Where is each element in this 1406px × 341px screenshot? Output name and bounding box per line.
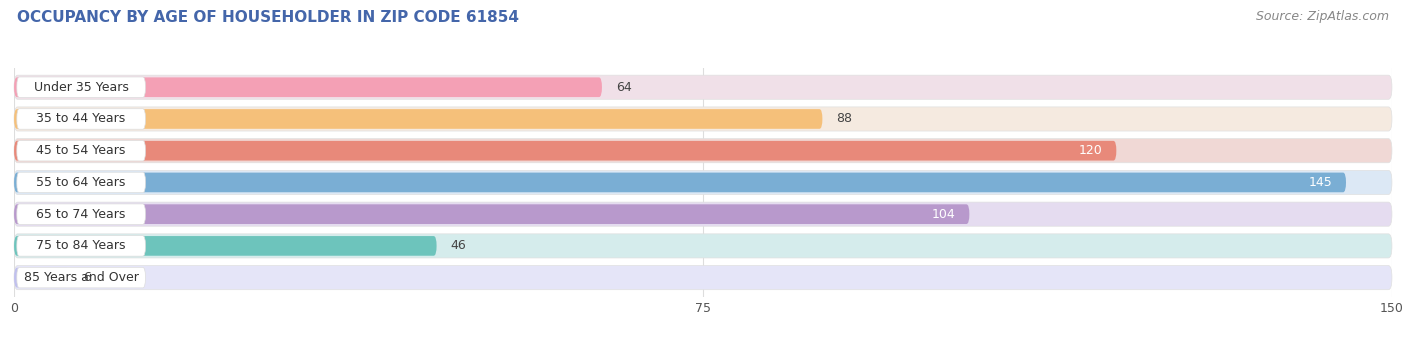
FancyBboxPatch shape [14,236,437,256]
FancyBboxPatch shape [14,202,1392,226]
Text: 46: 46 [450,239,467,252]
FancyBboxPatch shape [14,107,1392,131]
FancyBboxPatch shape [17,77,145,98]
FancyBboxPatch shape [14,266,1392,290]
Text: 45 to 54 Years: 45 to 54 Years [37,144,125,157]
FancyBboxPatch shape [14,204,969,224]
Text: 55 to 64 Years: 55 to 64 Years [37,176,125,189]
FancyBboxPatch shape [17,236,145,256]
FancyBboxPatch shape [17,267,145,288]
FancyBboxPatch shape [14,141,1116,161]
Text: 65 to 74 Years: 65 to 74 Years [37,208,125,221]
FancyBboxPatch shape [14,234,1392,258]
Text: 64: 64 [616,81,631,94]
Text: 75 to 84 Years: 75 to 84 Years [37,239,127,252]
Text: OCCUPANCY BY AGE OF HOUSEHOLDER IN ZIP CODE 61854: OCCUPANCY BY AGE OF HOUSEHOLDER IN ZIP C… [17,10,519,25]
FancyBboxPatch shape [14,75,1392,99]
Text: 35 to 44 Years: 35 to 44 Years [37,113,125,125]
FancyBboxPatch shape [14,170,1392,194]
FancyBboxPatch shape [17,172,145,193]
FancyBboxPatch shape [14,77,602,97]
Text: 145: 145 [1309,176,1333,189]
Text: Under 35 Years: Under 35 Years [34,81,128,94]
FancyBboxPatch shape [14,139,1392,163]
FancyBboxPatch shape [17,204,145,224]
Text: 104: 104 [932,208,956,221]
FancyBboxPatch shape [14,109,823,129]
FancyBboxPatch shape [17,109,145,129]
FancyBboxPatch shape [14,268,69,287]
Text: 85 Years and Over: 85 Years and Over [24,271,139,284]
FancyBboxPatch shape [17,140,145,161]
Text: 6: 6 [83,271,91,284]
Text: 120: 120 [1078,144,1102,157]
Text: 88: 88 [837,113,852,125]
FancyBboxPatch shape [14,173,1346,192]
Text: Source: ZipAtlas.com: Source: ZipAtlas.com [1256,10,1389,23]
